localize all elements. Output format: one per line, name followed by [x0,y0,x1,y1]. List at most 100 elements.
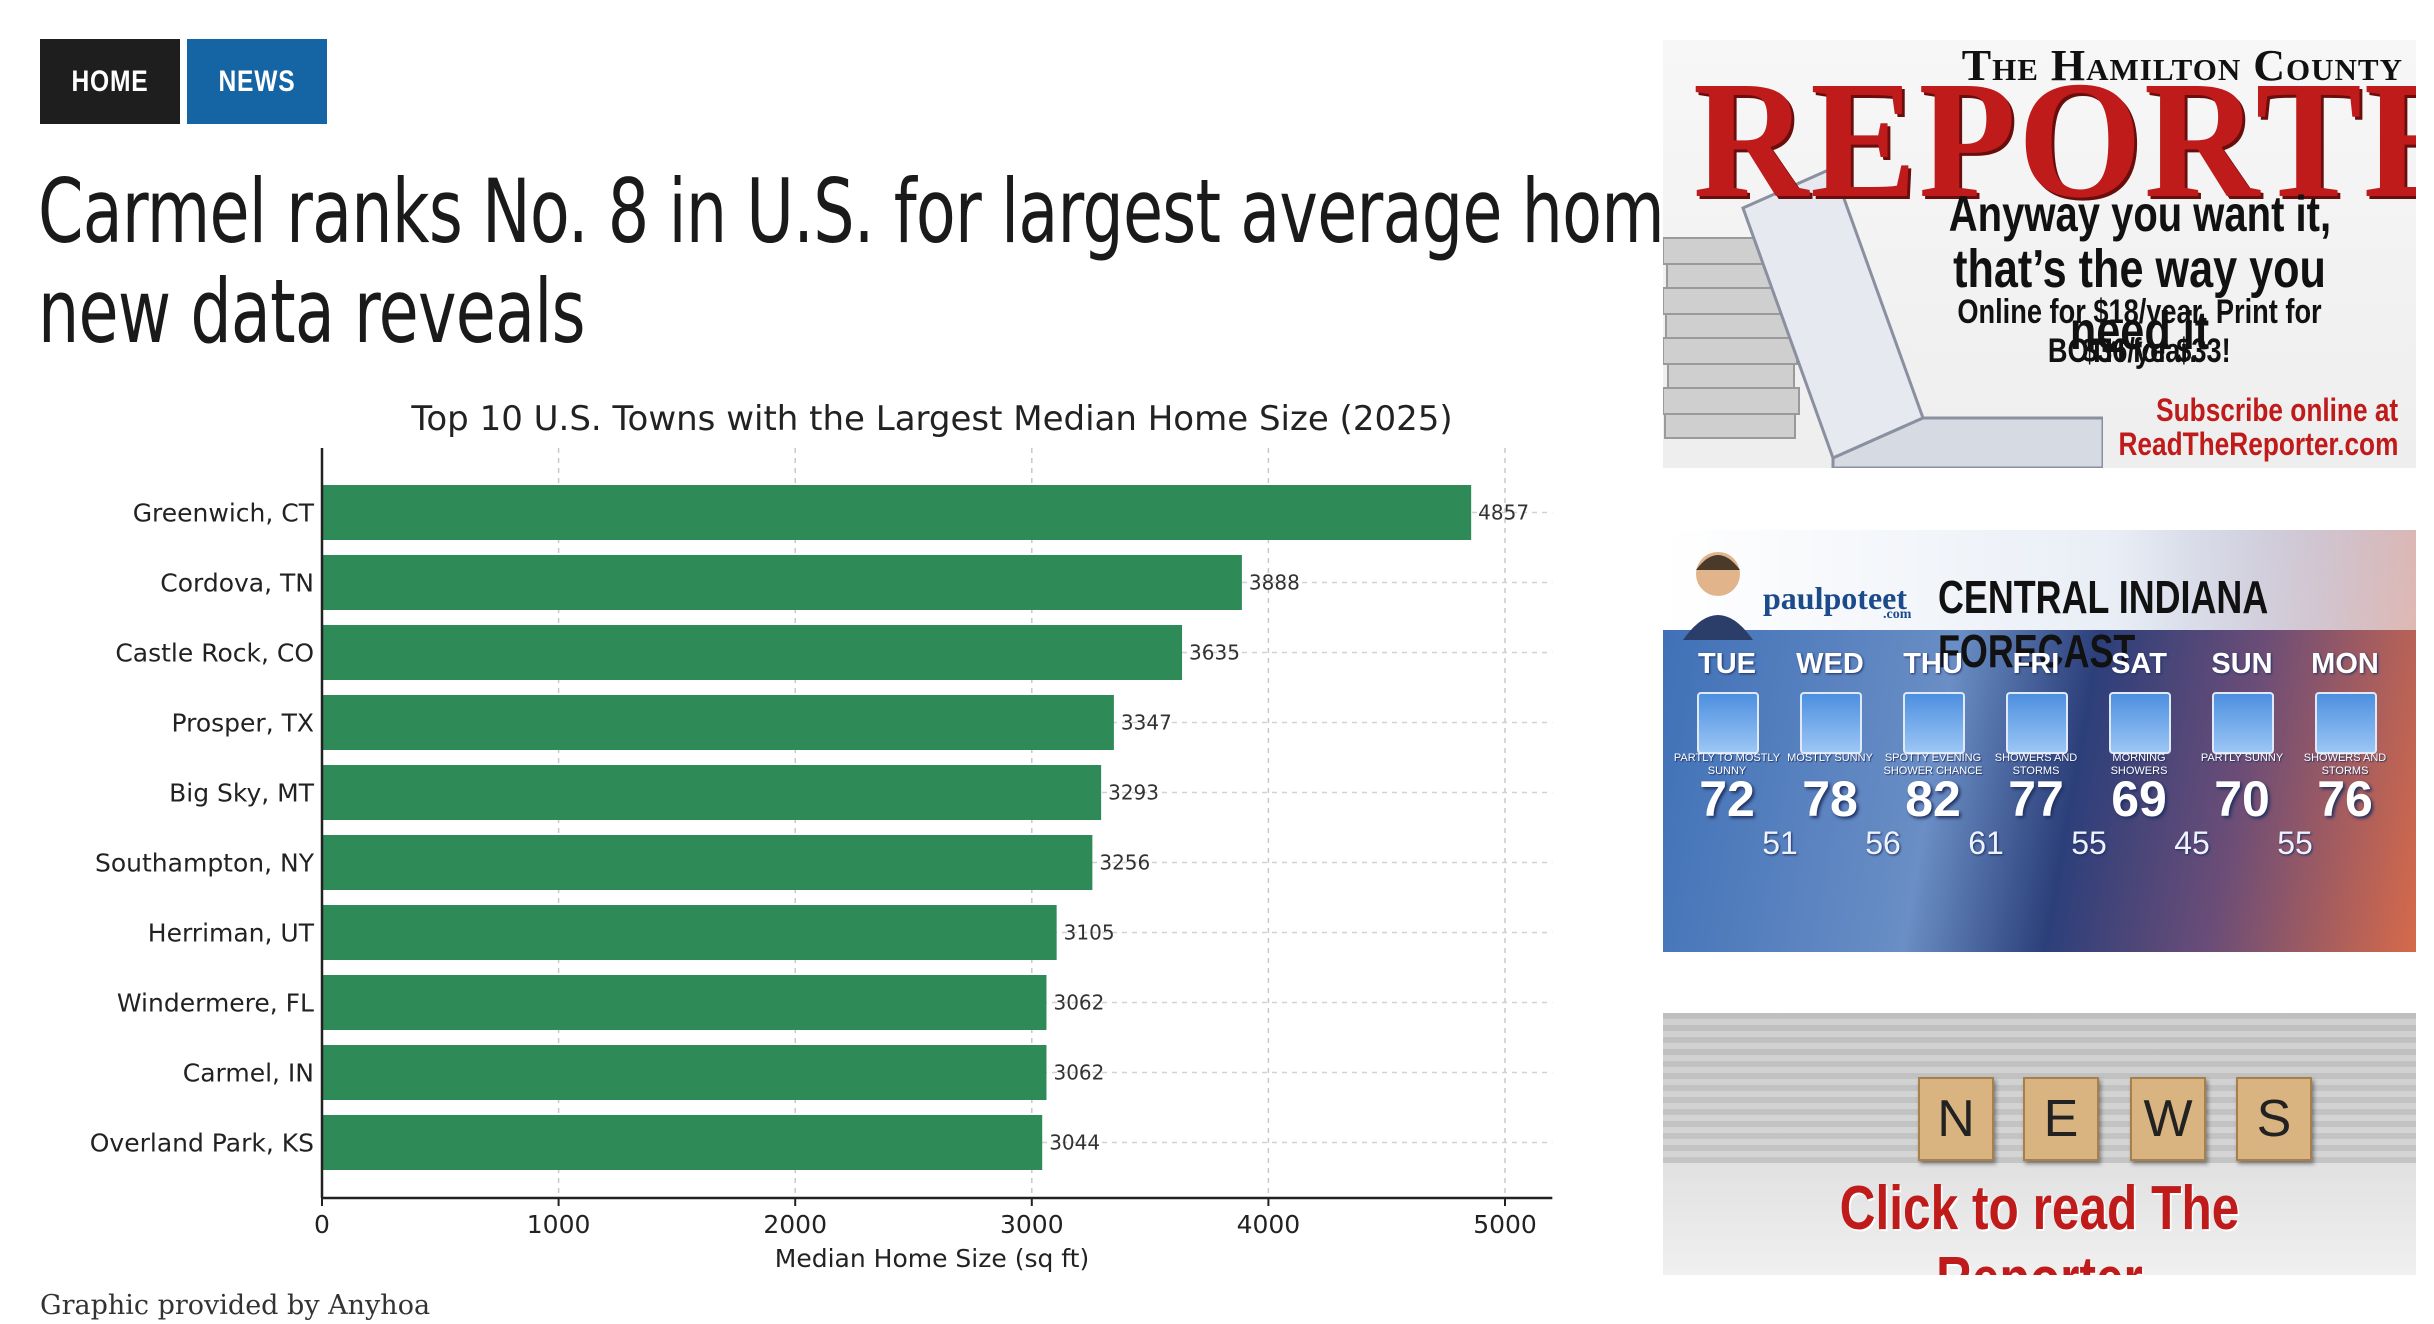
bar-value-label: 3062 [1053,1061,1104,1085]
forecast-day-label: THU [1903,648,1963,680]
nav-news-button[interactable]: NEWS [187,39,327,124]
forecast-day-label: MON [2311,648,2379,680]
bar [322,485,1472,540]
forecast-high-temp: 76 [2317,771,2373,827]
article-headline: Carmel ranks No. 8 in U.S. for largest a… [38,160,1867,363]
x-tick-label: 1000 [527,1210,591,1239]
bar [322,695,1114,750]
reporter-ad-bundle: BOTH for $33! [2048,332,2231,370]
weather-icon [1800,692,1862,754]
forecast-high-temp: 82 [1905,771,1961,827]
forecast-high-temp: 77 [2008,771,2064,827]
category-label: Herriman, UT [148,919,315,948]
weather-icon [2006,692,2068,754]
bar [322,765,1102,820]
read-reporter-cta: Click to read The Reporter [1839,1174,2240,1275]
nav-news-label: NEWS [218,64,296,98]
bar-value-label: 3105 [1064,921,1115,945]
forecast-header-band [1663,530,2416,630]
laptop-newspaper-illustration [1663,168,2103,468]
weather-icon [2109,692,2171,754]
x-tick-label: 4000 [1237,1210,1301,1239]
forecast-title: CENTRAL INDIANA FORECAST [1938,571,2267,677]
central-indiana-forecast-ad[interactable]: paulpoteet .com CENTRAL INDIANA FORECAST … [1663,530,2416,952]
bar-value-label: 4857 [1478,501,1529,525]
category-label: Cordova, TN [160,569,314,598]
bar-value-label: 3888 [1249,571,1300,595]
bar [322,625,1183,680]
forecast-day-label: FRI [2012,648,2060,680]
category-label: Big Sky, MT [169,779,315,808]
letter-tile: S [2236,1077,2312,1161]
reporter-ad-tagline-2: that’s the way you need it [1953,239,2326,361]
reporter-ad-the-county: The Hamilton County [1961,41,2403,90]
forecaster-avatar [1683,552,1753,640]
bar [322,1045,1047,1100]
forecast-day-label: TUE [1698,648,1756,680]
headline-line-2: new data reveals [38,260,586,363]
bar-value-label: 3293 [1108,781,1159,805]
reporter-ad-logo-title: Reporter [1693,47,2416,233]
bar-value-label: 3347 [1121,711,1172,735]
chart-bars: 4857 Greenwich, CT 3888 Cordova, TN 3635 Cast… [90,485,1529,1170]
forecast-day-label: SUN [2211,648,2273,680]
reporter-ad-tagline-1: Anyway you want it, [1948,186,2331,242]
weather-icon [2212,692,2274,754]
x-tick-label: 0 [314,1210,330,1239]
forecast-condition: PARTLY TO MOSTLY SUNNY [1673,752,1781,777]
headline-line-1: Carmel ranks No. 8 in U.S. for largest a… [38,160,1867,263]
letter-tile: N [1918,1077,1994,1161]
bar [322,905,1057,960]
bar-value-label: 3635 [1189,641,1240,665]
bar [322,835,1093,890]
bar [322,555,1242,610]
forecast-low-temp: 55 [2071,825,2107,861]
forecast-condition: SPOTTY EVENING SHOWER CHANCE [1883,752,1983,777]
bar-value-label: 3062 [1053,991,1104,1015]
forecast-condition: MOSTLY SUNNY [1787,752,1873,764]
category-label: Windermere, FL [117,989,314,1018]
weather-icon [1697,692,1759,754]
image-credit: Graphic provided by Anyhoa [40,1290,431,1321]
home-size-bar-chart: Top 10 U.S. Towns with the Largest Media… [90,399,1553,1273]
weather-icon [2315,692,2377,754]
reporter-subscription-ad[interactable]: The Hamilton County Reporter Anyway you … [1663,40,2416,468]
category-label: Greenwich, CT [133,499,315,528]
x-tick-label: 5000 [1473,1210,1537,1239]
category-label: Prosper, TX [171,709,314,738]
chart-x-axis-label: Median Home Size (sq ft) [775,1244,1089,1273]
nav-home-label: HOME [71,64,149,98]
x-tick-label: 2000 [763,1210,827,1239]
reporter-ad-pricing: Online for $18/year. Print for $36/year. [1957,293,2322,370]
bar [322,1115,1043,1170]
bar-value-label: 3256 [1099,851,1150,875]
category-label: Southampton, NY [95,849,315,878]
category-label: Castle Rock, CO [115,639,314,668]
forecast-low-temp: 51 [1762,825,1798,861]
forecast-day-label: SAT [2111,648,2167,680]
chart-axes: 0 1000 2000 3000 4000 5000 [314,448,1553,1239]
forecast-condition: MORNING SHOWERS [2110,752,2168,777]
forecast-low-temp: 61 [1968,825,2004,861]
reporter-ad-subscribe: Subscribe online at [2155,392,2398,428]
forecast-high-temp: 72 [1699,771,1755,827]
nav-home-button[interactable]: HOME [40,39,180,124]
bar-value-label: 3044 [1049,1131,1100,1155]
x-tick-label: 3000 [1000,1210,1064,1239]
letter-tile: W [2130,1077,2206,1161]
chart-title: Top 10 U.S. Towns with the Largest Media… [410,399,1452,439]
forecast-high-temp: 69 [2111,771,2167,827]
forecast-high-temp: 70 [2214,771,2270,827]
reporter-ad-url: ReadTheReporter.com [2118,426,2398,462]
letter-tile: E [2023,1077,2099,1161]
forecast-condition: SHOWERS AND STORMS [1994,752,2078,777]
weather-icon [1903,692,1965,754]
forecast-day-label: WED [1796,648,1864,680]
forecast-condition: SHOWERS AND STORMS [2303,752,2387,777]
forecast-low-temp: 55 [2277,825,2313,861]
category-label: Overland Park, KS [90,1129,314,1158]
forecast-brand: paulpoteet .com [1763,580,1912,622]
forecast-high-temp: 78 [1802,771,1858,827]
category-label: Carmel, IN [183,1059,314,1088]
read-the-reporter-ad[interactable]: NEWS Click to read The Reporter [1663,1013,2416,1275]
